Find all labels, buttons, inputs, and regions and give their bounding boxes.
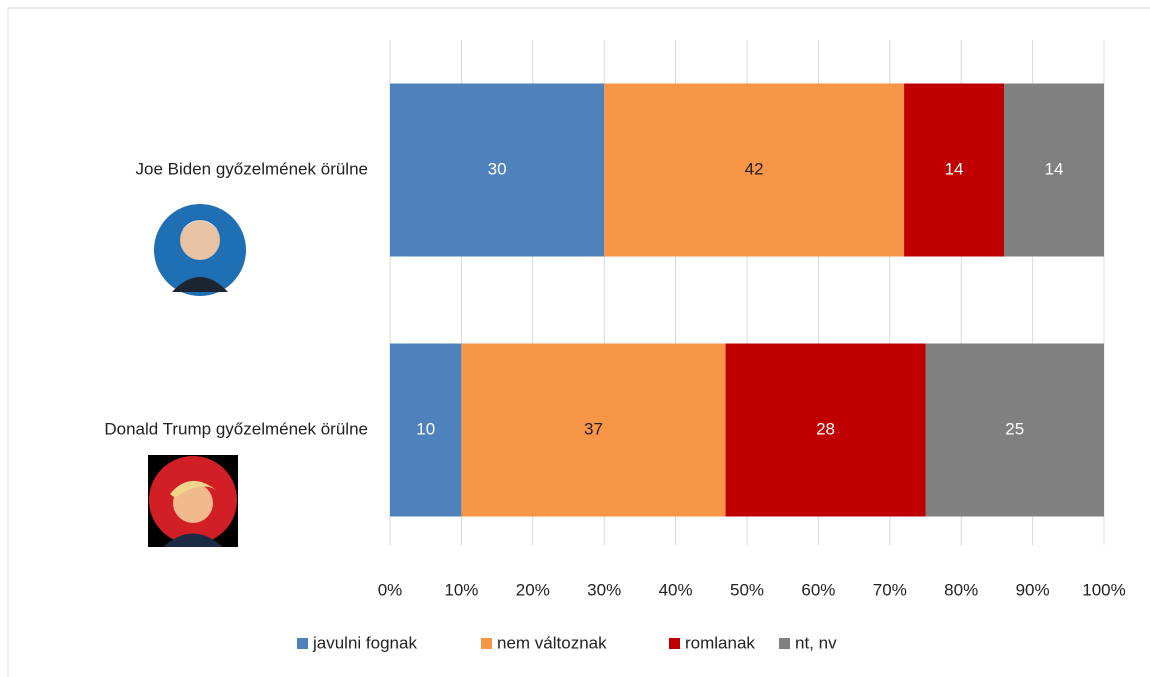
data-label: 10 — [416, 419, 435, 438]
x-tick-label: 40% — [659, 580, 693, 599]
bar-segment — [604, 83, 905, 257]
x-tick-label: 10% — [444, 580, 478, 599]
x-tick-label: 30% — [587, 580, 621, 599]
x-tick-label: 0% — [378, 580, 403, 599]
x-tick-label: 20% — [516, 580, 550, 599]
data-label: 14 — [1045, 159, 1064, 178]
x-tick-label: 60% — [801, 580, 835, 599]
x-tick-label: 70% — [873, 580, 907, 599]
bar-segment — [1004, 83, 1104, 257]
data-label: 28 — [816, 419, 835, 438]
trump-photo — [148, 455, 238, 547]
chart-frame — [7, 7, 1150, 677]
category-label: Joe Biden győzelmének örülne — [136, 159, 368, 178]
x-tick-label: 50% — [730, 580, 764, 599]
bar-segment — [725, 343, 926, 517]
legend-swatch — [779, 638, 790, 649]
legend-label: romlanak — [685, 633, 755, 652]
legend-label: nt, nv — [795, 633, 837, 652]
legend-swatch — [669, 638, 680, 649]
legend-swatch — [297, 638, 308, 649]
legend-swatch — [481, 638, 492, 649]
data-label: 25 — [1005, 419, 1024, 438]
x-tick-label: 80% — [944, 580, 978, 599]
bar-segment — [390, 83, 605, 257]
data-label: 30 — [488, 159, 507, 178]
data-label: 42 — [745, 159, 764, 178]
bar-segment — [461, 343, 726, 517]
legend-label: nem változnak — [497, 633, 607, 652]
x-tick-label: 90% — [1016, 580, 1050, 599]
bar-segment — [925, 343, 1104, 517]
x-tick-label: 100% — [1082, 580, 1125, 599]
data-label: 37 — [584, 419, 603, 438]
category-label: Donald Trump győzelmének örülne — [104, 419, 368, 438]
data-label: 14 — [945, 159, 964, 178]
bar-segment — [904, 83, 1005, 257]
biden-photo — [154, 204, 246, 296]
bar-segment — [390, 343, 462, 517]
legend-label: javulni fognak — [312, 633, 417, 652]
